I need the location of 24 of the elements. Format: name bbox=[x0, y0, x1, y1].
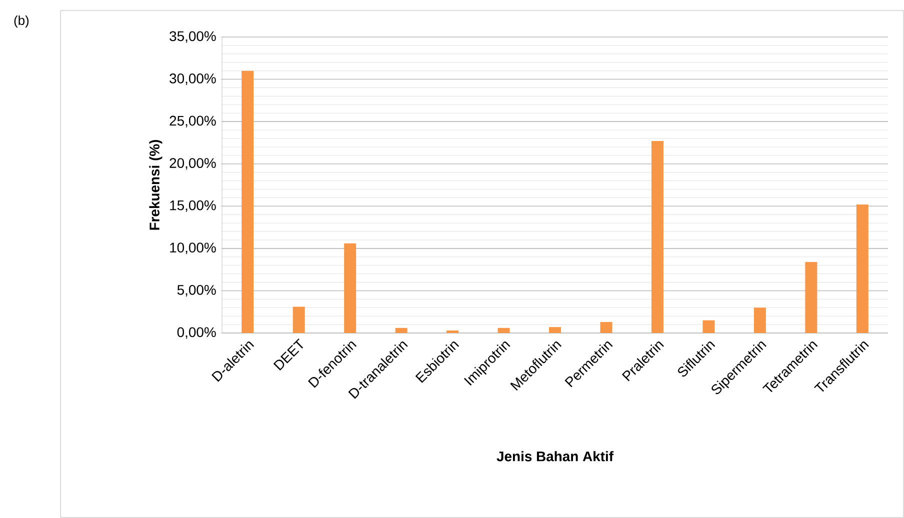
bar bbox=[446, 330, 459, 333]
y-tick-label: 15,00% bbox=[170, 200, 216, 212]
bar bbox=[292, 306, 305, 333]
y-axis-title: Frekuensi (%) bbox=[149, 140, 162, 230]
y-tick-label: 20,00% bbox=[170, 158, 216, 170]
y-tick-label: 5,00% bbox=[177, 284, 216, 296]
bar bbox=[702, 320, 715, 333]
bar bbox=[805, 262, 818, 333]
bar bbox=[754, 308, 766, 333]
y-tick-label: 10,00% bbox=[170, 242, 216, 254]
bar bbox=[395, 328, 408, 333]
y-tick-label: 25,00% bbox=[170, 116, 216, 128]
bar bbox=[498, 328, 510, 333]
bar bbox=[600, 322, 612, 333]
text: (b) bbox=[14, 16, 29, 28]
bar bbox=[242, 70, 254, 333]
bar bbox=[549, 327, 562, 333]
bar bbox=[856, 204, 868, 333]
bar bbox=[344, 243, 356, 333]
y-tick-label: 0,00% bbox=[177, 327, 216, 339]
x-axis-title: Jenis Bahan Aktif bbox=[496, 451, 614, 462]
y-tick-label: 30,00% bbox=[170, 74, 216, 86]
bar bbox=[651, 141, 664, 333]
y-tick-label: 35,00% bbox=[170, 31, 216, 43]
